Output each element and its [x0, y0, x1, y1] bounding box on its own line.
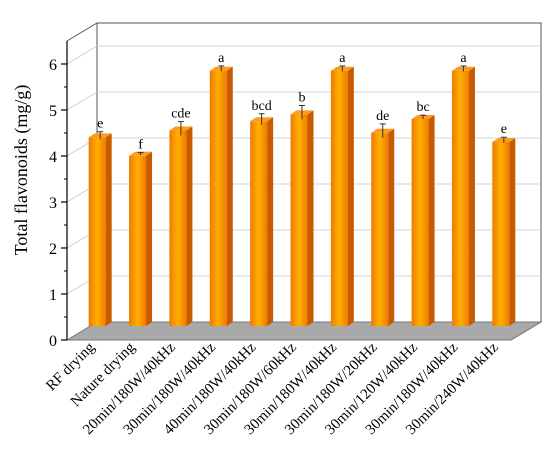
- significance-label: f: [138, 137, 143, 152]
- bar-front: [330, 70, 348, 326]
- bar-front: [169, 130, 187, 326]
- bar: f: [129, 137, 153, 326]
- bar-side: [146, 151, 153, 326]
- bar-side: [428, 115, 435, 326]
- bar-side: [226, 66, 233, 326]
- bar-side: [468, 66, 475, 326]
- bar-front: [129, 155, 147, 326]
- significance-label: a: [339, 51, 346, 66]
- bar: cde: [169, 107, 193, 326]
- bar: a: [209, 51, 233, 326]
- gridline: [66, 45, 541, 65]
- y-tick-label: 5: [49, 103, 57, 120]
- significance-label: e: [97, 117, 103, 132]
- significance-label: a: [218, 51, 225, 66]
- bar-front: [209, 70, 227, 326]
- bar-side: [186, 126, 193, 326]
- bar-front: [250, 121, 268, 326]
- bar-side: [388, 128, 395, 326]
- significance-label: bcd: [252, 99, 272, 114]
- bar-side: [347, 66, 354, 326]
- significance-label: b: [299, 91, 306, 106]
- significance-label: cde: [171, 107, 190, 122]
- chart-floor: [65, 321, 543, 341]
- bar-front: [451, 70, 469, 326]
- frame-top-edge: [66, 22, 542, 322]
- bar-front: [371, 132, 389, 326]
- bar-front: [492, 142, 510, 326]
- y-tick-label: 3: [49, 195, 57, 212]
- y-tick-label: 1: [49, 287, 57, 304]
- bar: a: [330, 51, 354, 326]
- y-tick-label: 6: [49, 57, 57, 74]
- bar-side: [509, 138, 516, 326]
- bar-side: [307, 110, 314, 327]
- y-tick-label: 4: [49, 149, 57, 166]
- bar: bc: [411, 100, 435, 326]
- bar: a: [451, 51, 475, 326]
- bar-side: [105, 133, 112, 326]
- bar: e: [88, 117, 112, 326]
- y-tick-label: 2: [49, 241, 57, 258]
- floor-plane: [65, 321, 543, 341]
- bar: e: [492, 122, 516, 326]
- bar: b: [290, 91, 314, 327]
- y-axis-title: Total flavonoids (mg/g): [11, 85, 32, 256]
- bar: bcd: [250, 99, 274, 326]
- bar-front: [411, 119, 429, 326]
- bars: e f cde a bcd b a de bc a e: [88, 51, 516, 327]
- significance-label: e: [501, 122, 507, 137]
- significance-label: a: [460, 51, 467, 66]
- gridline: [66, 91, 541, 111]
- bar-front: [88, 137, 106, 326]
- bar-front: [290, 114, 308, 327]
- bar-side: [267, 117, 274, 326]
- significance-label: de: [376, 109, 389, 124]
- y-axis: 0 1 2 3 4 5 6: [49, 41, 68, 350]
- y-tick-label: 0: [49, 333, 57, 350]
- bar: de: [371, 109, 395, 326]
- significance-label: bc: [416, 100, 429, 115]
